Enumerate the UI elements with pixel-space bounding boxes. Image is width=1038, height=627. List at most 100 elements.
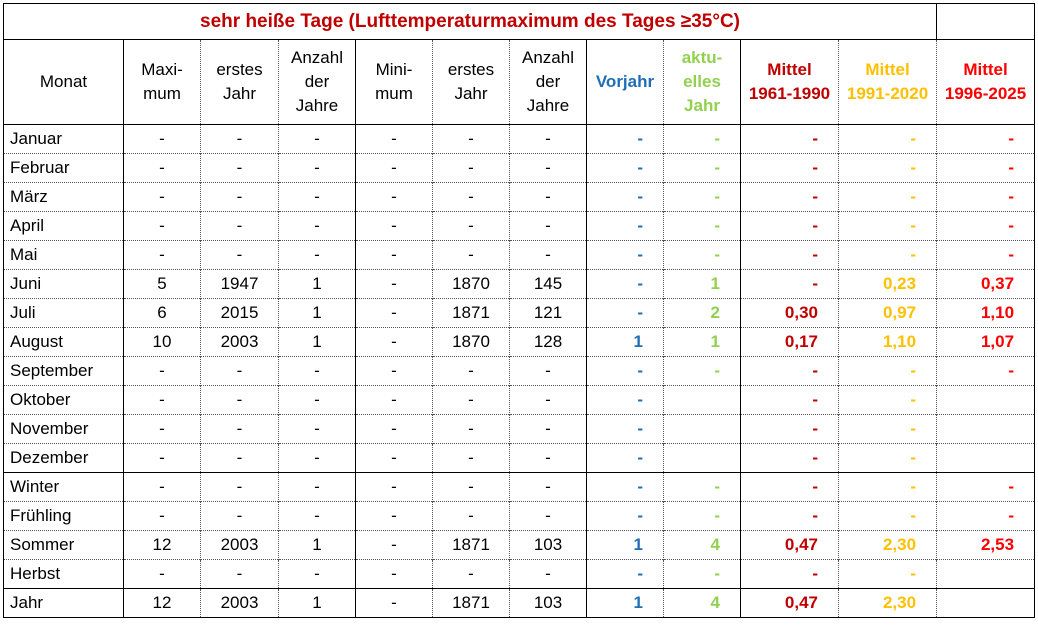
cell: - xyxy=(663,153,741,183)
table-title: sehr heiße Tage (Lufttemperaturmaximum d… xyxy=(200,10,740,32)
column-header: aktu- elles Jahr xyxy=(663,39,741,125)
row-label: Winter xyxy=(3,472,124,502)
cell: - xyxy=(123,153,201,183)
column-header: erstes Jahr xyxy=(432,39,510,125)
cell: 2003 xyxy=(200,327,279,357)
cell: - xyxy=(936,240,1035,270)
table-row: Jahr 12 2003 1-1871 103 1 4 0,47 2,30 xyxy=(3,588,1035,618)
column-header: Vorjahr xyxy=(586,39,664,125)
cell: - xyxy=(586,356,664,386)
cell: - xyxy=(355,559,433,589)
cell: - xyxy=(837,211,937,241)
cell: - xyxy=(837,356,937,386)
row-label: März xyxy=(3,182,124,212)
table-row: September - - - - - - - - - - - xyxy=(3,356,1035,386)
cell: - xyxy=(740,211,839,241)
cell: - xyxy=(432,443,510,473)
cell: - xyxy=(663,559,741,589)
cell: - xyxy=(509,385,587,415)
cell: - xyxy=(936,182,1035,212)
cell: 1,10 xyxy=(936,298,1035,328)
cell: - xyxy=(200,240,279,270)
cell: 1870 xyxy=(432,327,510,357)
cell: - xyxy=(200,414,279,444)
cell: 1 xyxy=(278,269,356,299)
cell: - xyxy=(123,182,201,212)
cell: - xyxy=(355,443,433,473)
column-header: Mini- mum xyxy=(355,39,433,125)
cell: - xyxy=(278,501,356,531)
cell: - xyxy=(509,182,587,212)
cell: - xyxy=(123,414,201,444)
row-label: Dezember xyxy=(3,443,124,473)
cell: - xyxy=(200,356,279,386)
row-label: Sommer xyxy=(3,530,124,560)
cell: - xyxy=(278,472,356,502)
table-row: April - - - - - - - - - - - xyxy=(3,211,1035,241)
cell: - xyxy=(837,124,937,154)
cell: - xyxy=(200,501,279,531)
table-row: November - - - - - - - - - xyxy=(3,414,1035,444)
cell: - xyxy=(837,153,937,183)
cell: - xyxy=(837,240,937,270)
cell: - xyxy=(740,559,839,589)
cell: - xyxy=(355,211,433,241)
table-row: Winter - - - - - - - - - - - xyxy=(3,472,1035,502)
cell: 4 xyxy=(663,530,741,560)
cell: 1 xyxy=(278,327,356,357)
cell: - xyxy=(586,182,664,212)
cell: 4 xyxy=(663,588,741,618)
cell: 2003 xyxy=(200,530,279,560)
cell: - xyxy=(740,124,839,154)
cell: 1 xyxy=(278,530,356,560)
cell: - xyxy=(509,124,587,154)
cell: - xyxy=(432,182,510,212)
cell: 1 xyxy=(586,327,664,357)
cell: - xyxy=(355,269,433,299)
row-label: April xyxy=(3,211,124,241)
cell: - xyxy=(278,240,356,270)
cell: - xyxy=(432,559,510,589)
cell: - xyxy=(123,211,201,241)
row-label: Februar xyxy=(3,153,124,183)
row-label: Juni xyxy=(3,269,124,299)
cell: - xyxy=(123,124,201,154)
cell: 1 xyxy=(278,588,356,618)
cell: - xyxy=(663,472,741,502)
row-label: Januar xyxy=(3,124,124,154)
cell: - xyxy=(200,443,279,473)
cell: - xyxy=(355,588,433,618)
header-row: Monat Maxi- mum erstes Jahr Anzahl der Jahr… xyxy=(3,39,1035,125)
cell: - xyxy=(355,153,433,183)
cell xyxy=(936,443,1035,473)
cell xyxy=(936,385,1035,415)
cell: - xyxy=(355,124,433,154)
cell: - xyxy=(740,269,839,299)
cell: - xyxy=(123,472,201,502)
cell: 0,37 xyxy=(936,269,1035,299)
cell: - xyxy=(355,182,433,212)
cell: - xyxy=(123,356,201,386)
cell: - xyxy=(837,472,937,502)
column-header: erstes Jahr xyxy=(200,39,279,125)
cell: - xyxy=(663,356,741,386)
cell: - xyxy=(278,559,356,589)
cell: - xyxy=(936,124,1035,154)
cell: 103 xyxy=(509,530,587,560)
column-header: Maxi- mum xyxy=(123,39,201,125)
cell: - xyxy=(936,356,1035,386)
cell xyxy=(663,385,741,415)
row-label: Jahr xyxy=(3,588,124,618)
cell: - xyxy=(663,124,741,154)
cell: - xyxy=(586,211,664,241)
cell: 2015 xyxy=(200,298,279,328)
cell: - xyxy=(837,385,937,415)
cell: - xyxy=(740,153,839,183)
cell: - xyxy=(509,501,587,531)
cell: 1871 xyxy=(432,530,510,560)
cell xyxy=(936,559,1035,589)
cell: - xyxy=(278,124,356,154)
cell: - xyxy=(123,559,201,589)
row-label: Juli xyxy=(3,298,124,328)
